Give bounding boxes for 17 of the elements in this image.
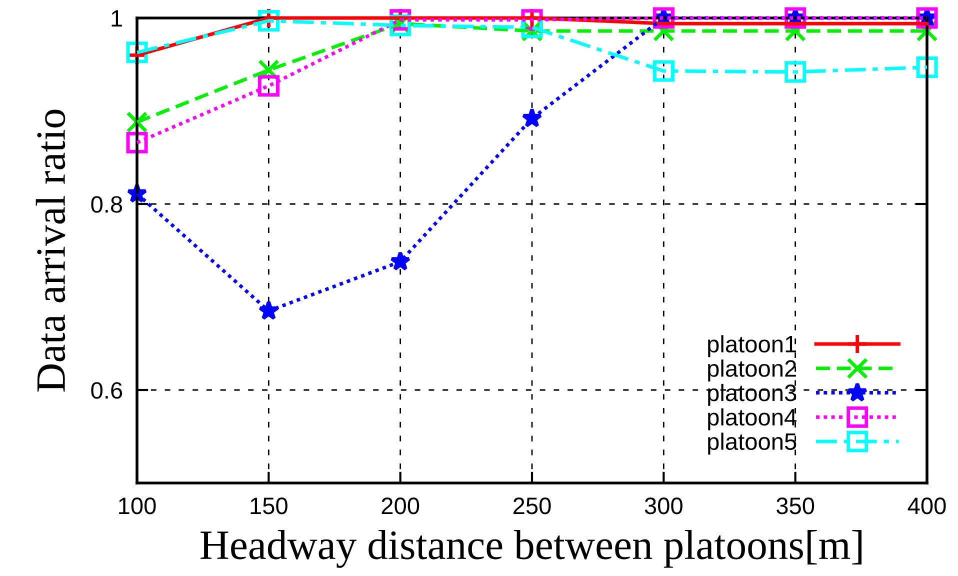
legend-label: platoon2 [708,360,796,382]
legend-label: platoon5 [708,432,796,455]
y-tick-label: 1 [112,10,122,27]
x-tick-label: 400 [908,498,946,514]
legend-label: platoon4 [708,408,796,430]
x-tick-label: 150 [250,498,288,514]
x-axis-title: Headway distance between platoons[m] [200,530,862,568]
legend-label: platoon3 [708,384,796,406]
legend-label: platoon1 [708,335,796,358]
x-tick-label: 250 [513,498,551,514]
x-tick-label: 350 [776,498,814,514]
y-axis-title: Data arrival ratio [36,110,66,392]
x-tick-label: 100 [119,498,156,514]
x-tick-label: 300 [644,498,682,514]
y-tick-label: 0.8 [91,196,122,213]
y-tick-label: 0.6 [91,382,122,399]
x-tick-label: 200 [382,498,420,514]
